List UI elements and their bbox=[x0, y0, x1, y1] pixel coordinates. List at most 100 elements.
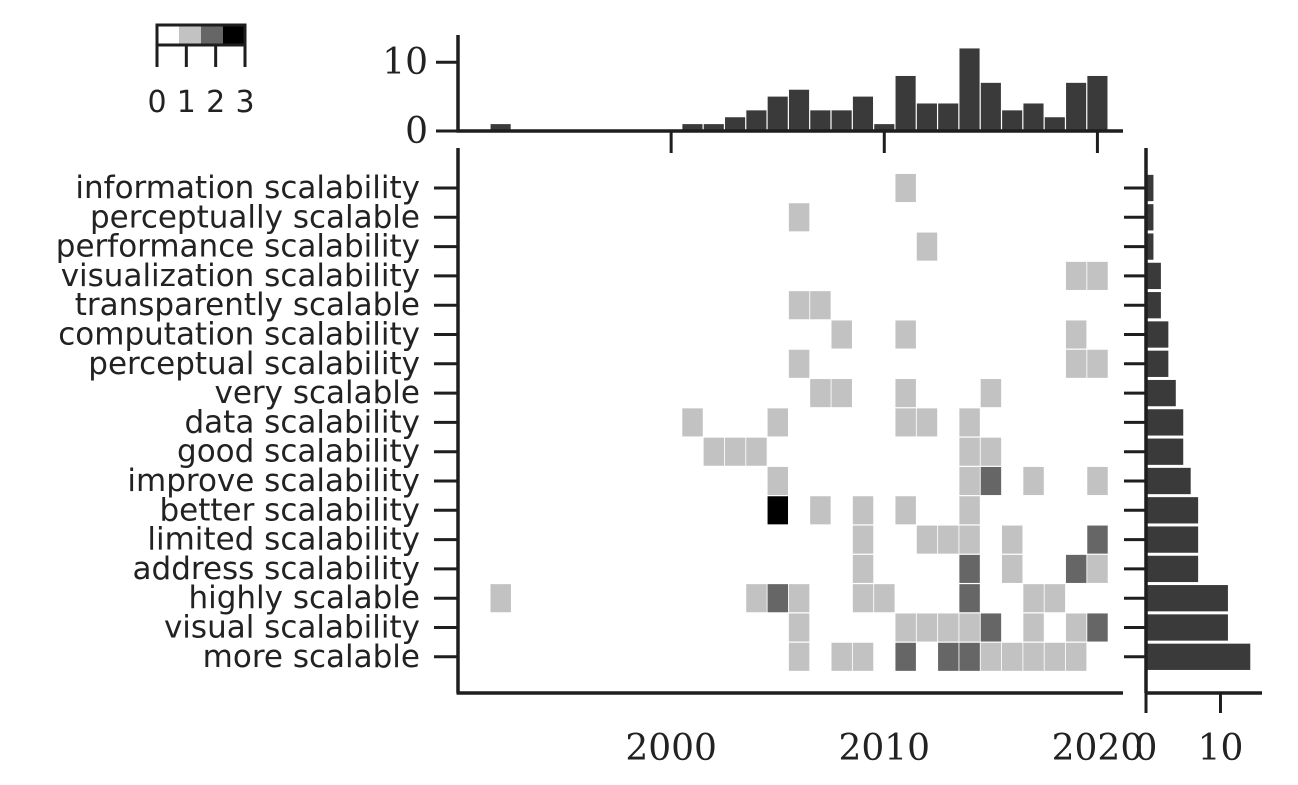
top-histogram-bar bbox=[746, 110, 767, 131]
heatmap-cell bbox=[938, 525, 959, 554]
top-histogram-bar bbox=[810, 110, 831, 131]
top-histogram-bar bbox=[682, 124, 703, 131]
top-histogram-bar bbox=[1044, 117, 1065, 131]
heatmap-cell bbox=[1002, 525, 1023, 554]
heatmap-row-label: information scalability bbox=[75, 170, 420, 206]
heatmap-cell bbox=[1087, 261, 1108, 290]
heatmap-cell bbox=[788, 642, 810, 671]
legend-swatch bbox=[223, 25, 245, 45]
top-histogram-bar bbox=[1087, 75, 1108, 131]
right-histogram-x-tick-label: 10 bbox=[1198, 728, 1244, 769]
heatmap-row-label: improve scalability bbox=[127, 463, 420, 499]
heatmap-cell bbox=[831, 642, 852, 671]
top-histogram-bar bbox=[831, 110, 852, 131]
legend-swatch bbox=[157, 25, 179, 45]
right-histogram-bar bbox=[1146, 233, 1154, 260]
right-histogram-bar bbox=[1146, 292, 1161, 319]
right-histogram-bar bbox=[1146, 321, 1169, 348]
heatmap-cell bbox=[895, 379, 916, 408]
heatmap-cell bbox=[959, 466, 980, 496]
heatmap-cell bbox=[810, 496, 831, 525]
heatmap-cell bbox=[724, 437, 746, 466]
top-histogram-bar bbox=[767, 96, 788, 131]
top-histogram-bar bbox=[959, 48, 980, 131]
heatmap-cell bbox=[1002, 642, 1023, 671]
right-histogram-bar bbox=[1146, 497, 1199, 524]
right-histogram-bar bbox=[1146, 438, 1184, 465]
heatmap-cell bbox=[767, 466, 789, 496]
heatmap-cell bbox=[959, 408, 980, 437]
heatmap-cell bbox=[1087, 613, 1108, 642]
heatmap-cell bbox=[788, 291, 810, 320]
right-histogram-bar bbox=[1146, 409, 1184, 436]
heatmap-row-label: visual scalability bbox=[164, 610, 420, 646]
legend-tick-label: 1 bbox=[177, 85, 196, 120]
heatmap-cell bbox=[852, 584, 874, 613]
heatmap-cell bbox=[1087, 466, 1108, 496]
right-histogram-bar bbox=[1146, 614, 1228, 641]
heatmap-cell bbox=[895, 496, 916, 525]
right-histogram-bar bbox=[1146, 262, 1161, 290]
heatmap-cell bbox=[916, 613, 938, 642]
heatmap-cell bbox=[810, 379, 831, 408]
heatmap-cell bbox=[874, 584, 895, 613]
x-tick-label: 2020 bbox=[1052, 728, 1144, 769]
legend-tick-label: 2 bbox=[206, 85, 225, 120]
top-histogram-y-tick-label: 10 bbox=[382, 42, 428, 83]
top-histogram-bar bbox=[1002, 110, 1023, 131]
heatmap-cell bbox=[1065, 613, 1087, 642]
x-tick-label: 2000 bbox=[625, 728, 717, 769]
heatmap-cell bbox=[1087, 554, 1108, 583]
heatmap-cell bbox=[1023, 642, 1044, 671]
right-histogram-bar bbox=[1146, 585, 1228, 612]
top-histogram-bar bbox=[852, 96, 874, 131]
x-tick-label: 2010 bbox=[838, 728, 930, 769]
heatmap-cell bbox=[1065, 642, 1087, 671]
top-histogram-bar bbox=[725, 117, 746, 131]
top-histogram-bar bbox=[703, 124, 724, 131]
top-histogram-bar bbox=[895, 75, 916, 131]
heatmap-row-label: perceptual scalability bbox=[88, 346, 420, 382]
heatmap-cell bbox=[916, 525, 938, 554]
right-histogram-bar bbox=[1146, 555, 1199, 583]
heatmap-cell bbox=[852, 642, 874, 671]
heatmap-row-label: perceptually scalable bbox=[90, 199, 420, 235]
heatmap-cell bbox=[959, 584, 980, 613]
heatmap-cell bbox=[852, 496, 874, 525]
heatmap-cell bbox=[1044, 642, 1066, 671]
heatmap-cell bbox=[1023, 466, 1044, 496]
heatmap-cell bbox=[767, 408, 789, 437]
heatmap-cell bbox=[746, 584, 767, 613]
heatmap-cell bbox=[1087, 525, 1108, 554]
right-histogram-x-tick-label: 0 bbox=[1135, 728, 1158, 769]
heatmap-cell bbox=[746, 437, 767, 466]
heatmap-cell bbox=[1065, 349, 1087, 378]
top-histogram-bar bbox=[788, 89, 810, 131]
heatmap-row-label: limited scalability bbox=[147, 522, 420, 558]
heatmap-row-label: data scalability bbox=[185, 404, 421, 440]
heatmap-cell bbox=[810, 291, 831, 320]
legend-tick-label: 3 bbox=[235, 85, 254, 120]
heatmap-cell bbox=[959, 437, 980, 466]
right-histogram-bar bbox=[1146, 204, 1154, 231]
heatmap-cell bbox=[916, 408, 938, 437]
heatmap-cell bbox=[831, 320, 852, 349]
right-histogram-bar bbox=[1146, 379, 1176, 407]
right-histogram-bar bbox=[1146, 174, 1154, 202]
right-histogram-bar bbox=[1146, 467, 1191, 495]
heatmap-cell bbox=[1087, 349, 1108, 378]
heatmap-cell bbox=[959, 613, 980, 642]
top-histogram-y-tick-label: 0 bbox=[405, 111, 428, 152]
top-histogram-bar bbox=[980, 82, 1001, 131]
heatmap-row-label: good scalability bbox=[177, 434, 420, 470]
heatmap-cell bbox=[980, 613, 1002, 642]
heatmap-cell bbox=[1023, 584, 1044, 613]
heatmap-cell bbox=[895, 408, 916, 437]
heatmap-cell bbox=[767, 584, 789, 613]
heatmap-row-label: performance scalability bbox=[56, 229, 420, 265]
heatmap-cell bbox=[788, 349, 810, 378]
heatmap-cell bbox=[895, 613, 916, 642]
top-histogram-bar bbox=[1066, 82, 1087, 131]
